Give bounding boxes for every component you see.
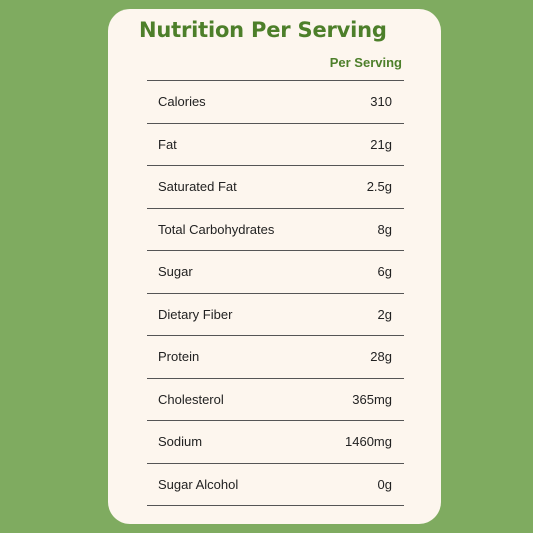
row-label: Dietary Fiber — [158, 306, 233, 322]
row-label: Sugar — [158, 264, 193, 280]
nutrition-card: Nutrition Per Serving Per Serving Calori… — [108, 9, 441, 524]
row-value: 2.5g — [366, 179, 392, 195]
row-value: 1460mg — [345, 434, 392, 450]
table-row: Sugar Alcohol 0g — [147, 464, 404, 506]
row-value: 6g — [377, 264, 392, 280]
row-label: Sodium — [158, 434, 203, 450]
table-row: Fat 21g — [147, 124, 404, 166]
table-row: Calories 310 — [147, 81, 404, 124]
row-value: 28g — [370, 349, 392, 365]
table-row: Dietary Fiber 2g — [147, 294, 404, 336]
row-value: 310 — [370, 94, 392, 110]
row-label: Sugar Alcohol — [158, 476, 239, 492]
row-label: Calories — [158, 94, 206, 110]
table-row: Cholesterol 365mg — [147, 379, 404, 421]
row-label: Cholesterol — [158, 391, 224, 407]
table-row: Total Carbohydrates 8g — [147, 209, 404, 251]
column-header-per-serving: Per Serving — [329, 55, 402, 70]
page-title: Nutrition Per Serving — [139, 18, 387, 42]
row-value: 21g — [370, 136, 392, 152]
row-label: Fat — [158, 136, 177, 152]
table-row: Sodium 1460mg — [147, 421, 404, 464]
row-value: 8g — [377, 221, 392, 237]
row-label: Total Carbohydrates — [158, 221, 275, 237]
row-label: Saturated Fat — [158, 179, 237, 195]
table-row: Saturated Fat 2.5g — [147, 166, 404, 209]
table-row: Protein 28g — [147, 336, 404, 379]
nutrition-table: Calories 310 Fat 21g Saturated Fat 2.5g … — [147, 80, 404, 506]
row-value: 2g — [377, 306, 392, 322]
row-value: 0g — [377, 476, 392, 492]
table-row: Sugar 6g — [147, 251, 404, 294]
row-label: Protein — [158, 349, 200, 365]
row-value: 365mg — [352, 391, 392, 407]
